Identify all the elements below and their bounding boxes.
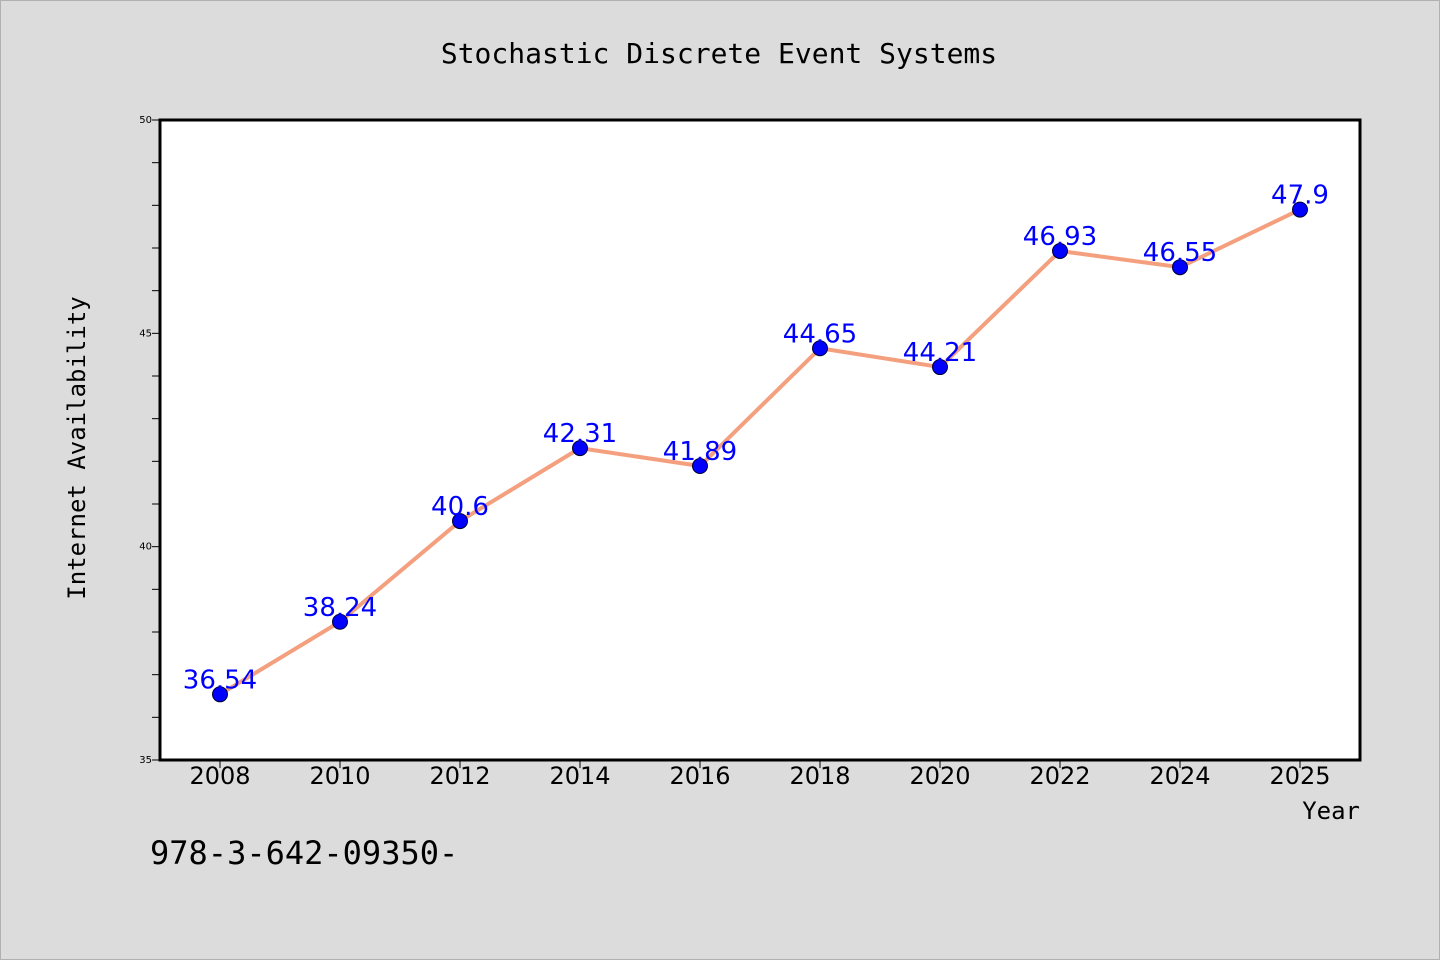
data-label: 47.9	[1271, 181, 1329, 211]
data-point	[1052, 242, 1068, 259]
y-tick-label: 35	[139, 755, 152, 766]
data-label: 42.31	[543, 419, 617, 449]
data-label: 41.89	[663, 437, 737, 467]
y-tick-label: 45	[139, 328, 152, 339]
x-tick-label: 2014	[549, 762, 610, 790]
data-point	[212, 686, 228, 703]
data-point	[1172, 259, 1188, 276]
data-label: 46.55	[1143, 238, 1217, 268]
data-point	[332, 613, 348, 630]
series-line	[218, 207, 1301, 697]
y-axis-label: Internet Availability	[63, 296, 91, 599]
data-points	[212, 201, 1308, 703]
data-label: 44.65	[783, 319, 857, 349]
y-axis-ticks: 35 40 45 50	[139, 115, 160, 766]
x-tick-label: 2025	[1269, 762, 1330, 790]
x-tick-label: 2024	[1149, 762, 1210, 790]
chart-title: Stochastic Discrete Event Systems	[441, 37, 997, 70]
data-labels: 36.54 38.24 40.6 42.31 41.89 44.65 44.21 46.93 4…	[183, 181, 1329, 696]
footer-isbn-text: 978-3-642-09350-	[150, 834, 458, 872]
x-tick-label: 2016	[669, 762, 730, 790]
data-label: 44.21	[903, 338, 977, 368]
data-point	[572, 440, 588, 457]
data-point	[452, 513, 468, 530]
data-label: 40.6	[431, 492, 489, 522]
x-axis-label: Year	[1302, 797, 1360, 825]
x-tick-label: 2018	[789, 762, 850, 790]
y-tick-label: 40	[139, 542, 152, 553]
y-tick-label: 50	[139, 115, 152, 126]
plot-area	[158, 118, 1362, 762]
x-tick-label: 2010	[309, 762, 370, 790]
x-tick-label: 2022	[1029, 762, 1090, 790]
x-axis-ticks: 2008 2010 2012 2014 2016 2018 2020 2022 2024 2025	[189, 760, 1331, 790]
data-point	[1292, 201, 1308, 218]
data-label: 38.24	[303, 593, 377, 623]
data-point	[692, 458, 708, 475]
x-tick-label: 2008	[189, 762, 250, 790]
data-point	[812, 340, 828, 357]
data-label: 36.54	[183, 665, 257, 695]
data-point	[932, 359, 948, 376]
data-label: 46.93	[1023, 222, 1097, 252]
x-tick-label: 2020	[909, 762, 970, 790]
x-tick-label: 2012	[429, 762, 490, 790]
